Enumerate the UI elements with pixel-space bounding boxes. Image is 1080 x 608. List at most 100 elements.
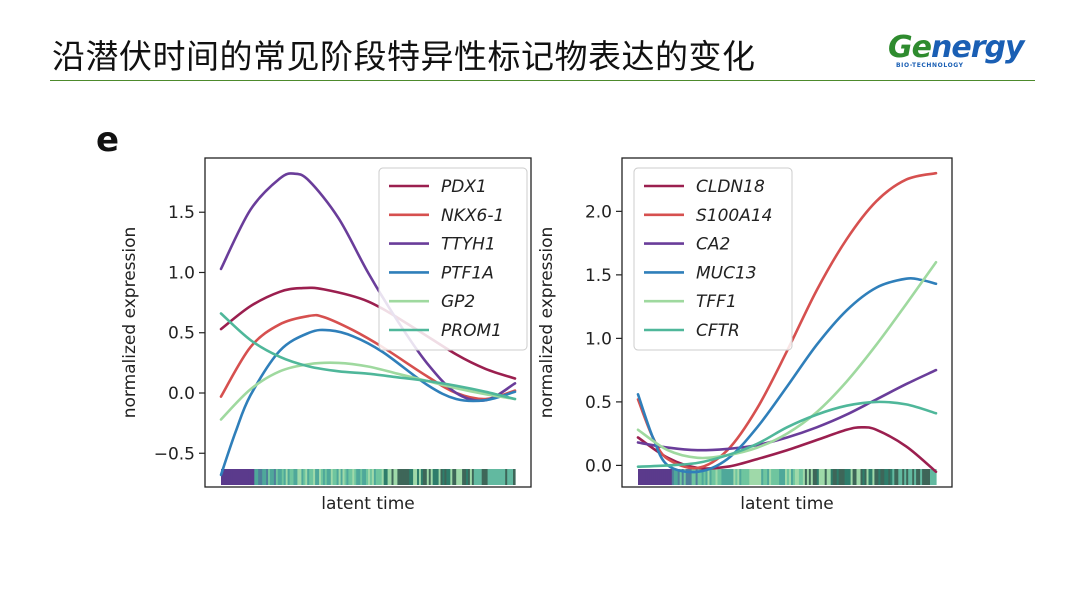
series-line-s100a14 [636, 171, 938, 470]
strip-segment [812, 469, 816, 485]
strip-segment [301, 469, 304, 485]
strip-segment [466, 469, 469, 485]
strip-segment [319, 469, 322, 485]
y-tick-label: 0.5 [168, 324, 195, 344]
strip-segment [787, 469, 790, 485]
series-line-pdx1 [219, 286, 517, 380]
strip-segment [452, 469, 455, 485]
strip-segment [464, 469, 467, 485]
y-tick-label: 1.5 [168, 203, 195, 223]
strip-segment [417, 469, 420, 485]
strip-segment [733, 469, 736, 485]
strip-segment [379, 469, 383, 485]
strip-segment [798, 469, 802, 485]
strip-segment [892, 469, 895, 485]
strip-segment [789, 469, 792, 485]
strip-segment [321, 469, 324, 485]
strip-segment [739, 469, 742, 485]
strip-segment [317, 469, 320, 485]
series-line-gp2 [219, 361, 517, 421]
plot-frame [621, 157, 953, 488]
strip-segment [291, 469, 295, 485]
strip-segment [336, 469, 340, 485]
strip-segment [340, 469, 344, 485]
strip-segment [932, 469, 935, 485]
strip-segment [872, 469, 875, 485]
strip-segment [647, 469, 651, 485]
strip-segment [791, 469, 794, 485]
strip-segment [448, 469, 451, 485]
strip-segment [450, 469, 453, 485]
strip-segment [469, 469, 473, 485]
strip-segment [275, 469, 279, 485]
legend-label: PROM1 [441, 321, 502, 341]
strip-segment [244, 469, 248, 485]
strip-segment [852, 469, 856, 485]
strip-segment [761, 469, 764, 485]
strip-segment [385, 469, 389, 485]
strip-segment [505, 469, 508, 485]
strip-segment [707, 469, 711, 485]
strip-segment [856, 469, 860, 485]
strip-segment [769, 469, 772, 485]
strip-segment [354, 469, 357, 485]
strip-segment [735, 469, 738, 485]
legend-label: CLDN18 [696, 177, 765, 197]
strip-segment [309, 469, 312, 485]
strip-segment [693, 469, 697, 485]
strip-segment [731, 469, 734, 485]
strip-segment [360, 469, 363, 485]
strip-segment [224, 469, 228, 485]
y-tick-label: 1.0 [168, 263, 195, 283]
strip-segment [866, 469, 870, 485]
strip-segment [328, 469, 332, 485]
strip-segment [916, 469, 919, 485]
strip-segment [270, 469, 273, 485]
strip-segment [413, 469, 416, 485]
strip-segment [878, 469, 881, 485]
strip-segment [721, 469, 724, 485]
strip-segment [497, 469, 500, 485]
slide-title: 沿潜伏时间的常见阶段特异性标记物表达的变化 [52, 37, 756, 76]
strip-segment [238, 469, 242, 485]
strip-segment [785, 469, 788, 485]
strip-segment [830, 469, 834, 485]
strip-segment [326, 469, 330, 485]
strip-segment [906, 469, 909, 485]
panel-label: e [96, 120, 120, 160]
strip-segment [295, 469, 299, 485]
logo-wordmark-rest: nergy [930, 30, 1025, 65]
strip-segment [481, 469, 485, 485]
strip-segment [332, 469, 336, 485]
strip-segment [677, 469, 681, 485]
strip-segment [679, 469, 683, 485]
strip-segment [779, 469, 782, 485]
strip-segment [458, 469, 461, 485]
strip-segment [248, 469, 251, 485]
series-line-cftr [636, 400, 938, 468]
strip-segment [223, 469, 226, 485]
strip-segment [822, 469, 826, 485]
strip-segment [687, 469, 691, 485]
strip-segment [661, 469, 665, 485]
strip-segment [334, 469, 338, 485]
strip-segment [342, 469, 346, 485]
strip-segment [493, 469, 496, 485]
strip-segment [840, 469, 844, 485]
strip-segment [808, 469, 812, 485]
strip-segment [507, 469, 510, 485]
legend-label: S100A14 [696, 206, 773, 226]
y-tick-label: −0.5 [154, 444, 195, 464]
strip-segment [771, 469, 774, 485]
strip-segment [667, 469, 671, 485]
strip-segment [850, 469, 854, 485]
strip-segment [419, 469, 422, 485]
strip-segment [715, 469, 719, 485]
strip-segment [432, 469, 436, 485]
strip-segment [834, 469, 838, 485]
strip-segment [806, 469, 810, 485]
strip-segment [653, 469, 657, 485]
strip-segment [479, 469, 483, 485]
strip-segment [375, 469, 379, 485]
strip-segment [407, 469, 410, 485]
